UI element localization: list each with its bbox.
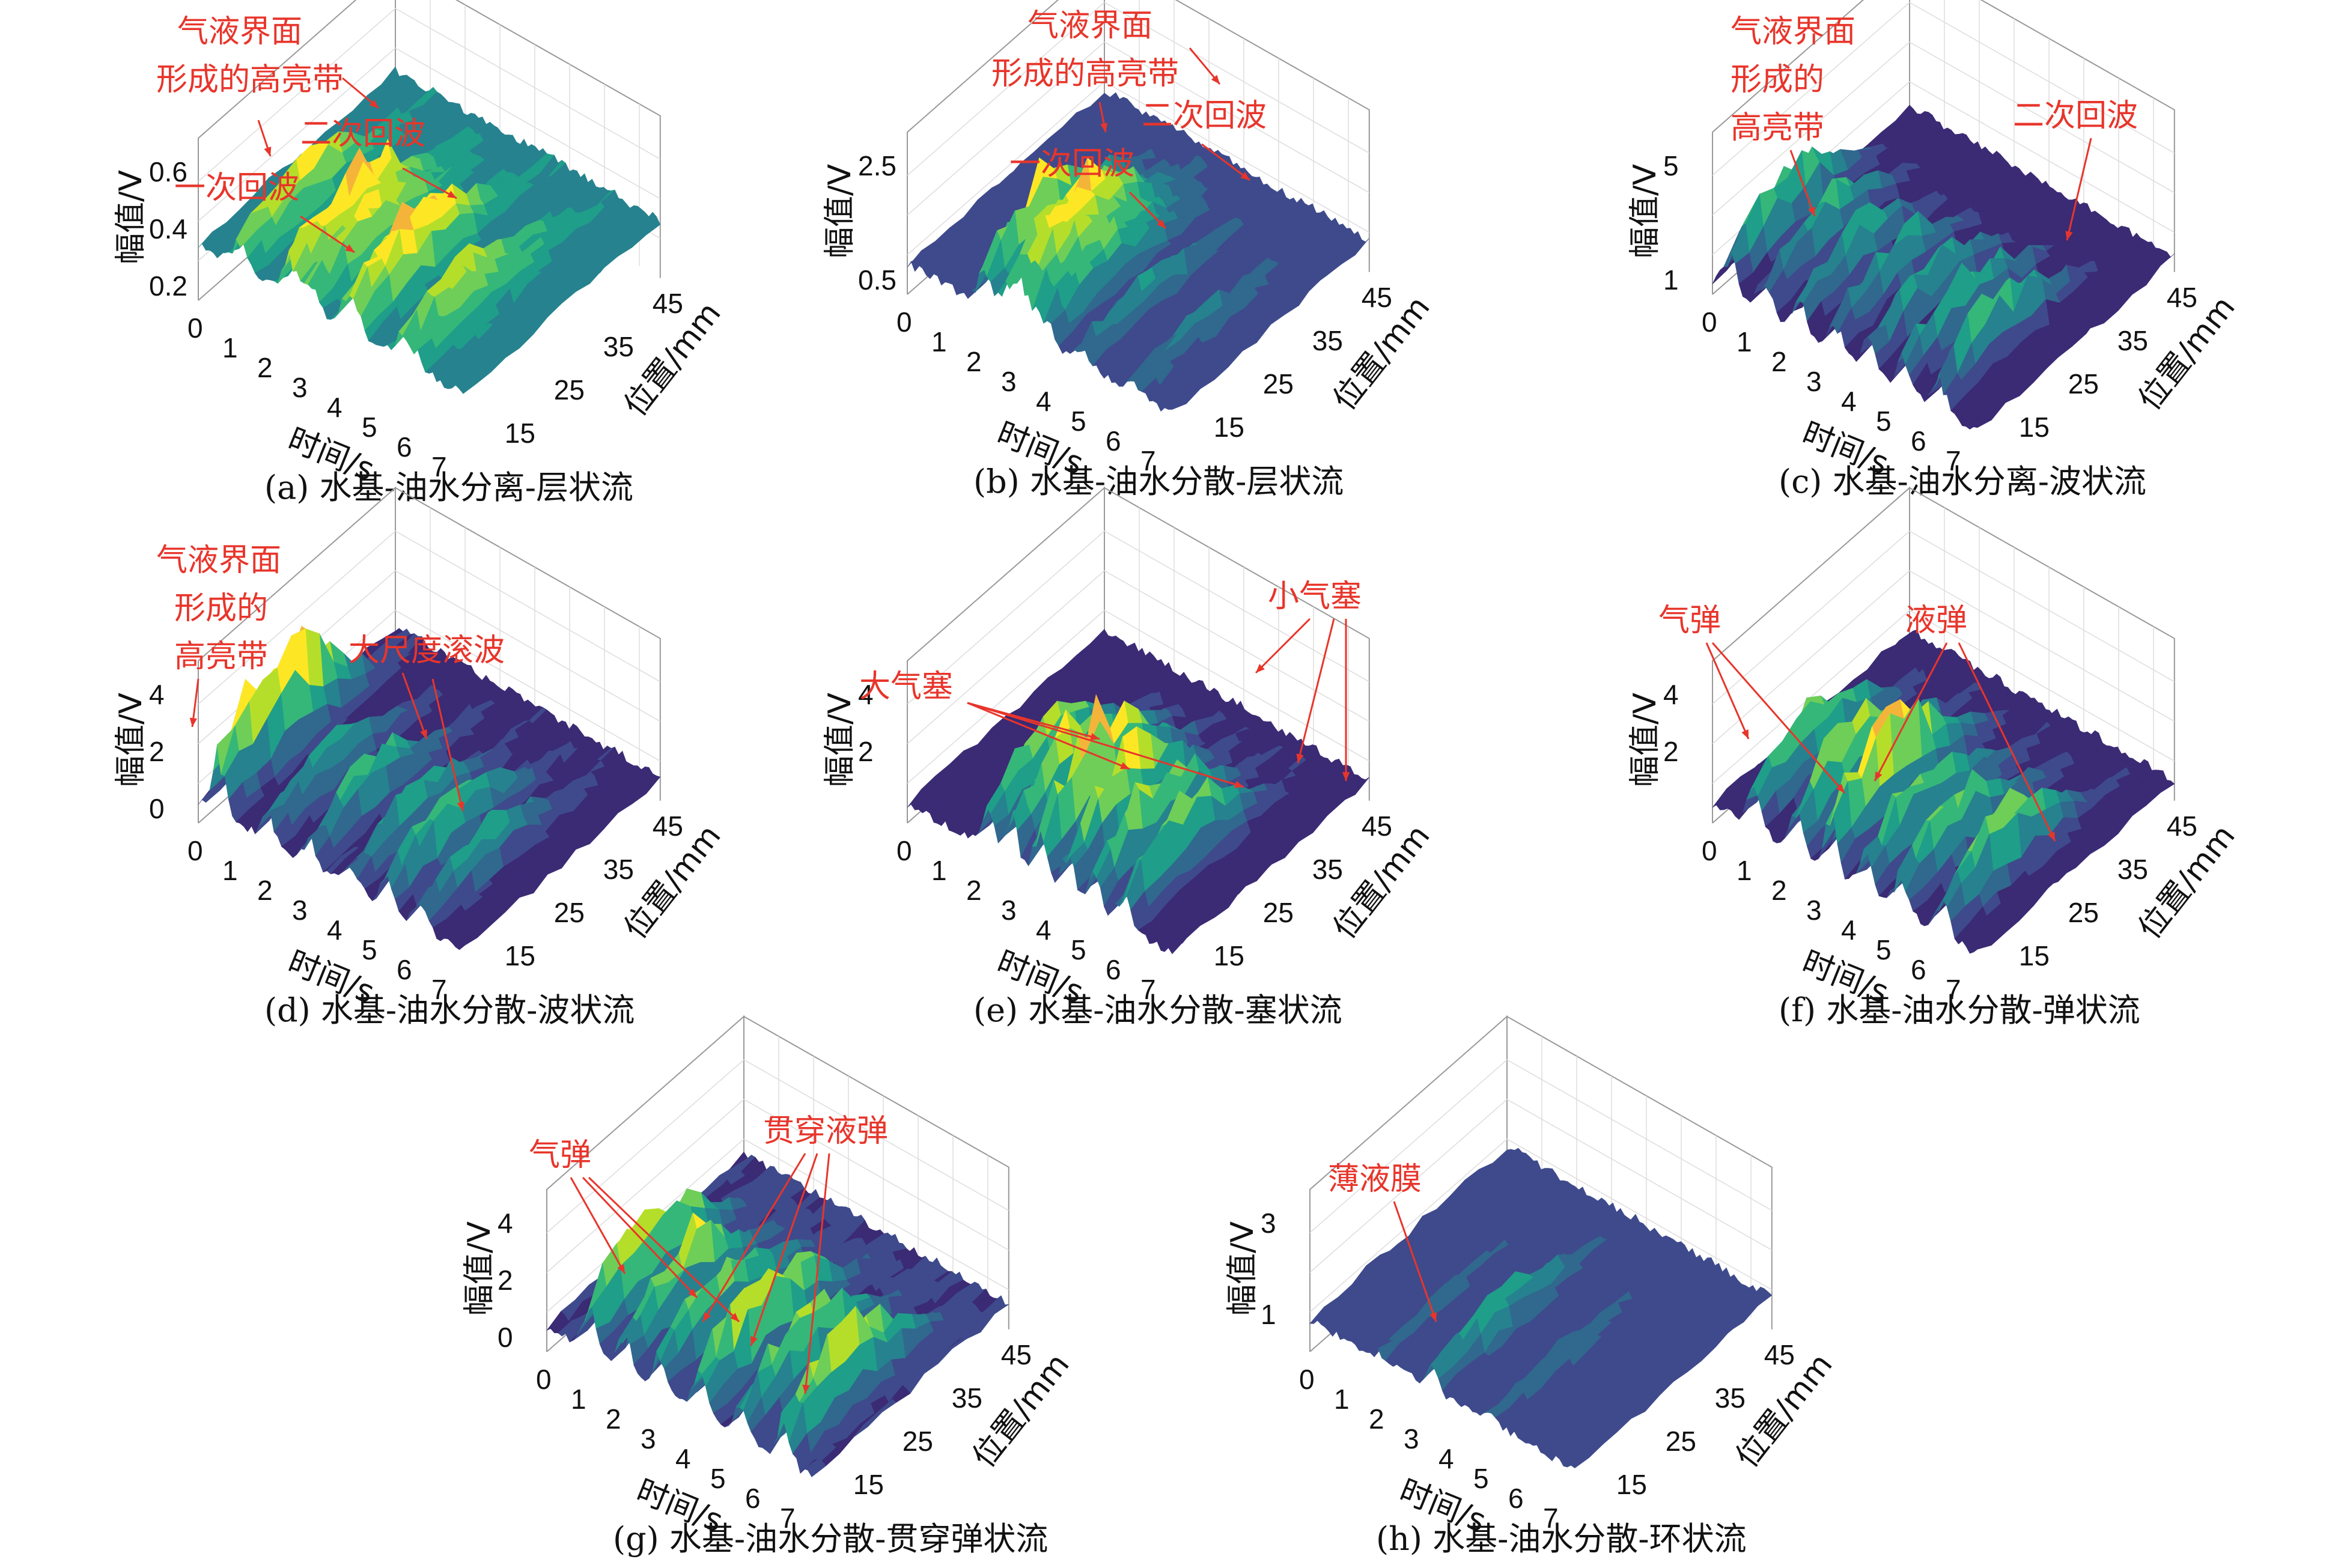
annotation-label: 气液界面 bbox=[1027, 8, 1152, 44]
annotation-label: 气液界面 bbox=[156, 542, 281, 579]
x-tick-label: 2 bbox=[1771, 346, 1787, 377]
x-tick-label: 6 bbox=[397, 431, 412, 463]
y-tick-label: 25 bbox=[554, 374, 585, 406]
arrowhead bbox=[264, 147, 271, 156]
annotation-label: 高亮带 bbox=[1731, 110, 1824, 146]
x-tick-label: 4 bbox=[1036, 386, 1052, 417]
x-tick-label: 0 bbox=[187, 835, 203, 866]
z-axis-label: 幅值/V bbox=[822, 163, 858, 258]
x-tick-label: 1 bbox=[222, 855, 238, 886]
x-tick-label: 3 bbox=[292, 372, 308, 403]
z-tick-label: 5 bbox=[1663, 150, 1679, 181]
x-tick-label: 6 bbox=[1911, 425, 1926, 457]
surface bbox=[198, 67, 660, 394]
z-tick-label: 0.5 bbox=[858, 264, 897, 296]
panel-caption: (a) 水基-油水分离-层状流 bbox=[264, 469, 633, 506]
annotation-label: 大尺度滚波 bbox=[349, 633, 505, 669]
y-tick-label: 25 bbox=[554, 897, 585, 928]
z-tick-label: 4 bbox=[149, 679, 165, 710]
y-tick-label: 45 bbox=[1362, 282, 1392, 313]
y-tick-label: 15 bbox=[505, 940, 535, 971]
x-tick-label: 5 bbox=[362, 412, 377, 443]
y-tick-label: 25 bbox=[1263, 368, 1294, 400]
x-tick-label: 0 bbox=[897, 306, 912, 338]
x-tick-label: 1 bbox=[931, 326, 947, 357]
annotation-label: 形成的 bbox=[174, 591, 268, 627]
y-tick-label: 45 bbox=[653, 288, 683, 319]
x-tick-label: 5 bbox=[362, 934, 377, 965]
x-tick-label: 0 bbox=[1702, 306, 1717, 338]
panel-caption: (c) 水基-油水分离-波状流 bbox=[1779, 463, 2146, 500]
x-tick-label: 5 bbox=[1876, 406, 1892, 437]
annotation-label: 二次回波 bbox=[1142, 98, 1267, 134]
panel-caption: (b) 水基-油水分散-层状流 bbox=[973, 463, 1344, 500]
y-tick-label: 25 bbox=[2068, 368, 2099, 400]
chart-a: 01234567152535450.20.40.6时间/s位置/mm幅值/V(a… bbox=[120, 18, 817, 517]
z-axis-label: 幅值/V bbox=[1627, 163, 1663, 258]
x-tick-label: 0 bbox=[187, 312, 203, 344]
x-tick-label: 5 bbox=[1071, 406, 1086, 437]
y-tick-label: 45 bbox=[2167, 282, 2197, 313]
y-tick-label: 35 bbox=[1312, 325, 1343, 356]
z-tick-label: 2 bbox=[149, 736, 165, 767]
annotation-label: 形成的高亮带 bbox=[991, 56, 1179, 92]
annotation-label: 气液界面 bbox=[1731, 14, 1855, 50]
annotation-label: 高亮带 bbox=[174, 639, 268, 675]
annotation-label: 二次回波 bbox=[2013, 98, 2138, 134]
annotation-label: 一次回波 bbox=[1009, 146, 1134, 182]
x-tick-label: 1 bbox=[1737, 326, 1752, 357]
z-tick-label: 2.5 bbox=[858, 150, 897, 181]
arrowhead bbox=[190, 718, 197, 727]
x-tick-label: 2 bbox=[257, 875, 273, 906]
y-tick-label: 15 bbox=[1214, 412, 1244, 443]
surface-patch bbox=[1716, 258, 1734, 276]
z-tick-label: 1 bbox=[1663, 264, 1679, 296]
x-tick-label: 6 bbox=[1106, 425, 1121, 457]
z-tick-label: 0 bbox=[149, 793, 165, 824]
annotation-label: 一次回波 bbox=[174, 170, 299, 206]
annotation-label: 气液界面 bbox=[177, 14, 302, 50]
annotation-label: 二次回波 bbox=[300, 116, 425, 152]
x-tick-label: 1 bbox=[222, 332, 238, 363]
y-tick-label: 35 bbox=[2117, 325, 2148, 356]
x-tick-label: 3 bbox=[1806, 366, 1822, 397]
x-tick-label: 4 bbox=[1841, 386, 1857, 417]
x-tick-label: 4 bbox=[327, 392, 342, 423]
y-tick-label: 35 bbox=[603, 331, 634, 362]
x-tick-label: 2 bbox=[257, 352, 273, 383]
annotation-label: 形成的 bbox=[1731, 62, 1824, 98]
z-tick-label: 0.2 bbox=[149, 270, 187, 302]
x-tick-label: 4 bbox=[327, 914, 342, 946]
annotation-label: 形成的高亮带 bbox=[156, 62, 344, 98]
z-axis-label: 幅值/V bbox=[113, 169, 149, 264]
y-tick-label: 35 bbox=[603, 854, 634, 885]
y-tick-label: 45 bbox=[653, 810, 683, 842]
x-tick-label: 3 bbox=[1001, 366, 1017, 397]
z-axis-label: 幅值/V bbox=[113, 692, 149, 787]
panel-caption: (d) 水基-油水分散-波状流 bbox=[264, 991, 635, 1029]
x-tick-label: 2 bbox=[966, 346, 982, 377]
x-tick-label: 3 bbox=[292, 895, 308, 926]
y-tick-label: 15 bbox=[505, 418, 535, 449]
x-tick-label: 6 bbox=[397, 954, 412, 985]
z-tick-label: 0.4 bbox=[149, 213, 187, 245]
y-tick-label: 15 bbox=[2019, 412, 2050, 443]
